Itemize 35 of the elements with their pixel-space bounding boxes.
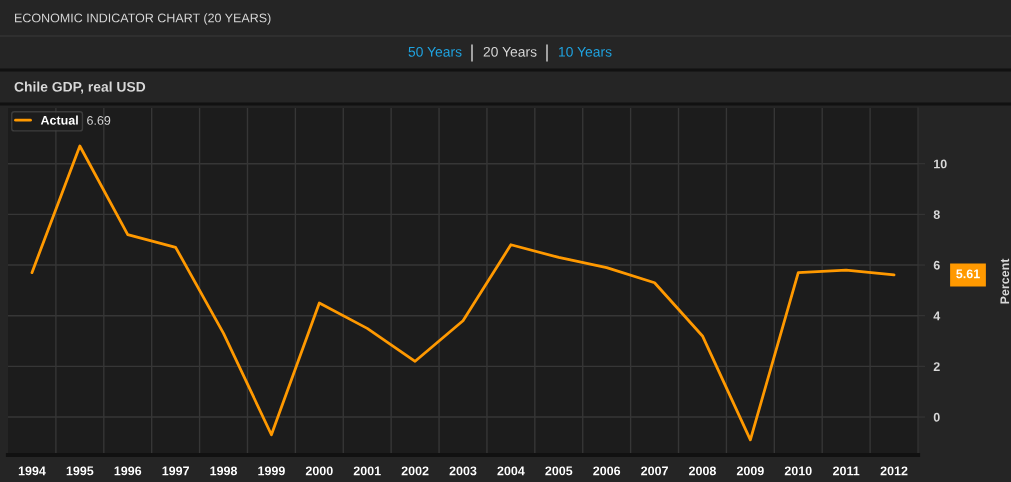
x-tick-label: 2008 [689,466,716,476]
x-tick-label: 1998 [210,466,238,476]
x-tick-label: 2003 [449,466,477,476]
text: 10 Years [559,46,612,57]
x-tick-label: 2005 [545,466,573,476]
x-tick-label: 1995 [66,466,94,476]
x-tick-label: 2011 [833,466,860,476]
x-tick-label: 2001 [353,466,381,476]
y-tick-label: 10 [934,159,947,169]
y-tick-label: 0 [933,412,940,422]
x-tick-label: 2006 [593,466,621,476]
line-series [30,144,896,442]
y-tick-label: 4 [933,311,941,321]
x-tick-label: 2004 [497,466,525,476]
text: 5.61 [956,269,980,279]
x-tick-label: 1996 [114,466,142,476]
y-tick-label: 8 [933,210,940,220]
x-tick-label: 2009 [736,466,764,476]
x-tick-label: 2012 [880,466,908,476]
x-tick-label: 1997 [162,466,189,476]
x-tick-label: 1999 [258,466,285,476]
x-tick-label: 2010 [784,466,812,476]
x-tick-label: 1994 [18,466,46,476]
x-tick-label: 2007 [641,466,668,476]
y-tick-label: 2 [933,362,940,371]
x-tick-label: 2002 [401,466,429,476]
x-tick-label: 2000 [305,466,333,476]
annotation: 6.69 [87,116,111,125]
text: 50 Years [408,46,462,57]
chart-subtitle: Chile GDP, real USD [14,81,146,94]
chart-title: ECONOMIC INDICATOR CHART (20 YEARS) [15,13,271,25]
y-tick-label: 6 [933,260,940,270]
y-axis-title: Percent [1000,258,1010,304]
legend-label: Actual [40,115,78,125]
text: 20 Years [483,46,537,57]
